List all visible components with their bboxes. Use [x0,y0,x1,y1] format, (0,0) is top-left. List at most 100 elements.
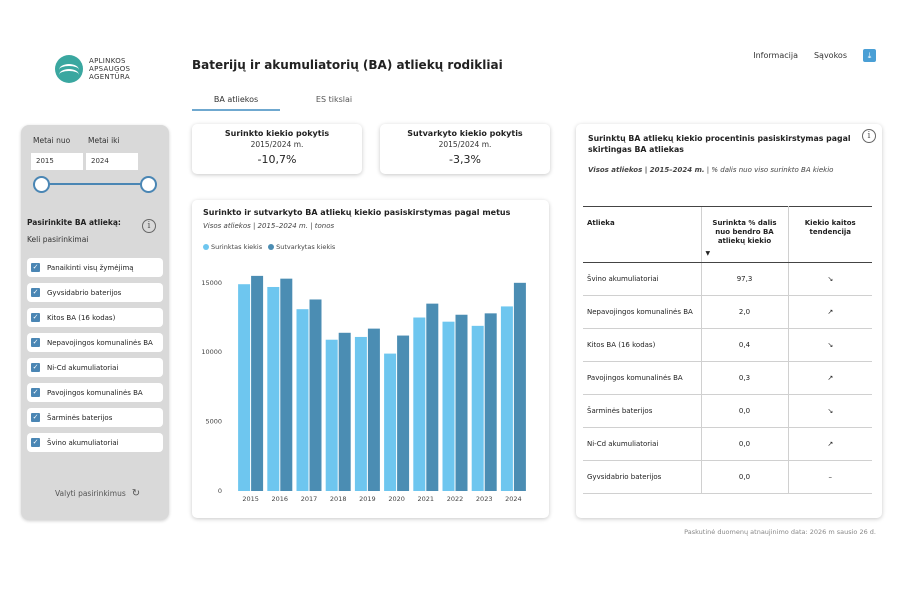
checkbox-checked-icon[interactable]: ✓ [31,413,40,422]
trend-arrow-icon: ↗ [788,295,872,329]
table-row: Ni-Cd akumuliatoriai 0,0 ↗ [583,427,872,461]
sort-descending-icon[interactable]: ▼ [705,250,711,257]
bar-treated-2022[interactable] [455,314,468,491]
table-subtitle: Visos atliekos | 2015–2024 m. | % dalis … [588,166,834,174]
tab-ba-atliekos[interactable]: BA atliekos [192,95,280,111]
bar-collected-2024[interactable] [500,306,513,491]
trend-arrow-icon: ↘ [788,328,872,362]
logo-icon [55,55,83,83]
checkbox-item[interactable]: ✓ Kitos BA (16 kodas) [27,308,163,327]
year-from-label: Metai nuo [33,136,71,145]
x-tick-label: 2016 [272,495,289,503]
cell-share: 0,0 [700,460,789,494]
kpi-title: Sutvarkyto kiekio pokytis [407,129,523,138]
cell-share: 0,3 [700,361,789,395]
checkbox-checked-icon[interactable]: ✓ [31,338,40,347]
year-to-input[interactable]: 2024 [86,153,138,170]
bar-treated-2019[interactable] [367,328,380,491]
x-tick-label: 2022 [447,495,464,503]
bar-treated-2023[interactable] [484,313,497,491]
checkbox-checked-icon[interactable]: ✓ [31,288,40,297]
reset-selection-button[interactable]: Valyti pasirinkimus ↻ [55,488,141,499]
checkbox-item[interactable]: ✓ Ni-Cd akumuliatoriai [27,358,163,377]
legend-item-collected[interactable]: Surinktas kiekis [203,243,262,251]
checkbox-checked-icon[interactable]: ✓ [31,313,40,322]
checkbox-item[interactable]: ✓ Šarminės baterijos [27,408,163,427]
legend-dot [268,244,275,250]
year-from-input[interactable]: 2015 [31,153,83,170]
checkbox-checked-icon[interactable]: ✓ [31,363,40,372]
checkbox-item[interactable]: ✓ Nepavojingos komunalinės BA [27,333,163,352]
share-table: Atlieka Surinkta % dalis nuo bendro BA a… [583,206,872,494]
kpi-collected-change: Surinkto kiekio pokytis 2015/2024 m. -10… [192,124,362,174]
bar-collected-2023[interactable] [471,325,484,491]
bar-treated-2020[interactable] [397,335,410,491]
year-slider-end-handle[interactable] [140,176,157,193]
bar-treated-2018[interactable] [338,332,351,491]
x-tick-label: 2019 [359,495,376,503]
table-row: Pavojingos komunalinės BA 0,3 ↗ [583,361,872,395]
tab-es-tikslai[interactable]: ES tikslai [315,95,353,104]
kpi-value: -3,3% [449,153,481,166]
y-tick-label: 0 [218,487,222,495]
multi-select-label: Keli pasirinkimai [27,235,89,244]
bar-treated-2017[interactable] [309,299,322,491]
waste-checkbox-list: ✓ Panaikinti visų žymėjimą ✓ Gyvsidabrio b… [27,258,163,458]
info-icon[interactable]: i [142,219,156,233]
info-link[interactable]: Informacija [753,51,798,60]
info-icon[interactable]: i [862,129,876,143]
bar-collected-2015[interactable] [238,284,251,491]
legend-item-treated[interactable]: Sutvarkytas kiekis [268,243,335,251]
cell-name: Gyvsidabrio baterijos [583,460,701,494]
column-header-trend[interactable]: Kiekio kaitos tendencija [788,206,872,263]
chart-subtitle: Visos atliekos | 2015–2024 m. | tonos [203,222,335,230]
cell-share: 0,4 [700,328,789,362]
share-table-card: Surinktų BA atliekų kiekio procentinis p… [576,124,882,518]
column-header-waste[interactable]: Atlieka [583,206,701,263]
bar-treated-2015[interactable] [251,275,264,491]
cell-name: Nepavojingos komunalinės BA [583,295,701,329]
year-slider-track[interactable] [41,183,148,185]
trend-arrow-icon: ↘ [788,262,872,296]
checkbox-item[interactable]: ✓ Gyvsidabrio baterijos [27,283,163,302]
bar-treated-2024[interactable] [513,282,526,491]
table-title: Surinktų BA atliekų kiekio procentinis p… [588,134,851,154]
refresh-icon: ↻ [131,488,141,499]
kpi-title: Surinkto kiekio pokytis [224,129,330,138]
bar-treated-2016[interactable] [280,278,293,491]
x-tick-label: 2015 [242,495,259,503]
bar-collected-2017[interactable] [296,309,309,491]
bar-collected-2018[interactable] [325,339,338,491]
agency-logo: APLINKOS APSAUGOS AGENTŪRA [55,55,130,83]
trend-arrow-icon: ↗ [788,427,872,461]
top-links: Informacija Sąvokos ⤓ [753,49,876,62]
bar-collected-2016[interactable] [267,286,280,491]
checkbox-item[interactable]: ✓ Švino akumuliatoriai [27,433,163,452]
x-tick-label: 2018 [330,495,347,503]
checkbox-checked-icon[interactable]: ✓ [31,388,40,397]
chart-title: Surinkto ir sutvarkyto BA atliekų kiekio… [203,208,511,217]
download-icon[interactable]: ⤓ [863,49,876,62]
checkbox-checked-icon[interactable]: ✓ [31,438,40,447]
bar-chart: 0 5000 10000 15000 2015 2016 2017 2018 2019 2020 2… [201,275,526,503]
y-tick-label: 10000 [201,348,222,356]
bar-collected-2022[interactable] [442,321,455,491]
bar-collected-2019[interactable] [354,336,367,491]
filter-sidebar: Metai nuo Metai iki 2015 2024 Pasirinkit… [21,125,169,520]
checkbox-item[interactable]: ✓ Pavojingos komunalinės BA [27,383,163,402]
cell-share: 97,3 [700,262,789,296]
table-row: Šarminės baterijos 0,0 ↘ [583,394,872,428]
checkbox-checked-icon[interactable]: ✓ [31,263,40,272]
column-header-share[interactable]: Surinkta % dalis nuo bendro BA atliekų k… [700,206,789,263]
terms-link[interactable]: Sąvokos [813,51,847,60]
cell-share: 0,0 [700,394,789,428]
bar-collected-2021[interactable] [413,317,426,491]
logo-text: APLINKOS APSAUGOS AGENTŪRA [89,57,131,81]
chart-legend: Surinktas kiekis Sutvarkytas kiekis [203,243,341,251]
year-slider-start-handle[interactable] [33,176,50,193]
trend-arrow-icon: – [788,460,872,494]
checkbox-item[interactable]: ✓ Panaikinti visų žymėjimą [27,258,163,277]
bar-collected-2020[interactable] [384,353,397,491]
kpi-value: -10,7% [257,153,297,166]
bar-treated-2021[interactable] [426,303,439,491]
